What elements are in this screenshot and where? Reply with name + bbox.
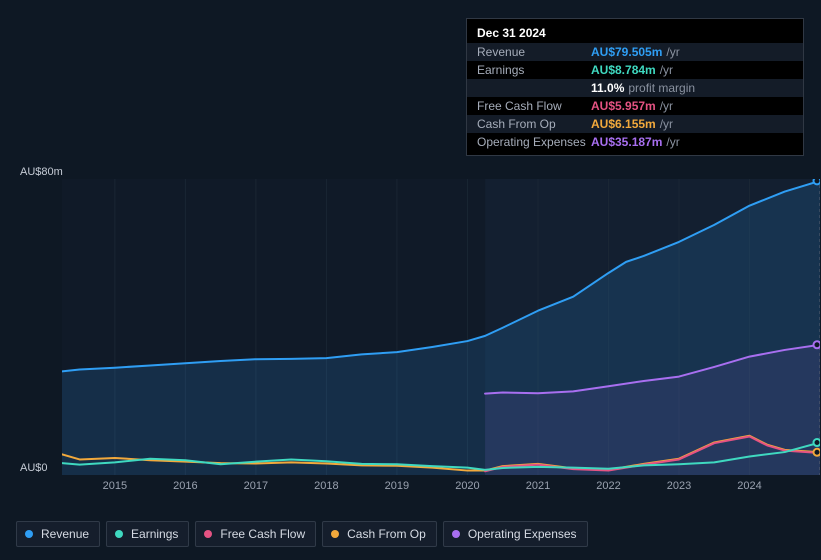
legend-dot-icon — [452, 530, 460, 538]
legend-label: Free Cash Flow — [220, 527, 305, 541]
tooltip-suffix: /yr — [666, 45, 679, 59]
tooltip-suffix: /yr — [660, 117, 673, 131]
tooltip-suffix: /yr — [666, 135, 679, 149]
tooltip-label: Operating Expenses — [477, 135, 591, 149]
tooltip-row: Free Cash FlowAU$5.957m/yr — [467, 97, 803, 115]
x-axis-label: 2019 — [385, 480, 409, 492]
chart-root: Dec 31 2024 RevenueAU$79.505m/yrEarnings… — [0, 0, 821, 560]
x-axis-label: 2018 — [314, 480, 338, 492]
tooltip-row: 11.0% profit margin — [467, 79, 803, 97]
chart-area: AU$80m AU$0 2015 2016 2017 2018 2019 2020 2021 2… — [16, 160, 806, 505]
x-axis-label: 2021 — [526, 480, 550, 492]
x-axis-label: 2015 — [103, 480, 127, 492]
legend-dot-icon — [25, 530, 33, 538]
legend-label: Operating Expenses — [468, 527, 577, 541]
tooltip-row: Operating ExpensesAU$35.187m/yr — [467, 133, 803, 151]
tooltip-label: Revenue — [477, 45, 591, 59]
x-axis-label: 2022 — [596, 480, 620, 492]
legend-dot-icon — [331, 530, 339, 538]
tooltip-value: AU$79.505m — [591, 45, 662, 59]
legend-dot-icon — [115, 530, 123, 538]
tooltip-suffix: /yr — [660, 63, 673, 77]
tooltip-suffix: /yr — [660, 99, 673, 113]
x-axis-label: 2017 — [244, 480, 268, 492]
tooltip-row: RevenueAU$79.505m/yr — [467, 43, 803, 61]
legend-label: Revenue — [41, 527, 89, 541]
legend: Revenue Earnings Free Cash Flow Cash From O… — [16, 521, 588, 547]
x-axis: 2015 2016 2017 2018 2019 2020 2021 2022 2023 2024 — [62, 480, 820, 494]
tooltip-value: AU$35.187m — [591, 135, 662, 149]
chart-svg — [62, 179, 820, 475]
data-tooltip: Dec 31 2024 RevenueAU$79.505m/yrEarnings… — [466, 18, 804, 156]
tooltip-row: Cash From OpAU$6.155m/yr — [467, 115, 803, 133]
tooltip-value: AU$6.155m — [591, 117, 656, 131]
tooltip-date: Dec 31 2024 — [467, 23, 803, 43]
x-axis-label: 2023 — [667, 480, 691, 492]
x-axis-label: 2016 — [173, 480, 197, 492]
x-axis-label: 2020 — [455, 480, 479, 492]
legend-item[interactable]: Cash From Op — [322, 521, 437, 547]
tooltip-row: EarningsAU$8.784m/yr — [467, 61, 803, 79]
legend-label: Cash From Op — [347, 527, 426, 541]
tooltip-value: AU$5.957m — [591, 99, 656, 113]
x-axis-label: 2024 — [737, 480, 761, 492]
tooltip-label: Free Cash Flow — [477, 99, 591, 113]
y-axis-label: AU$80m — [20, 166, 63, 178]
plot-area[interactable] — [62, 179, 820, 475]
legend-item[interactable]: Revenue — [16, 521, 100, 547]
legend-item[interactable]: Free Cash Flow — [195, 521, 316, 547]
tooltip-label: Earnings — [477, 63, 591, 77]
tooltip-suffix: profit margin — [628, 81, 695, 95]
tooltip-value: 11.0% — [591, 81, 624, 95]
legend-item[interactable]: Operating Expenses — [443, 521, 588, 547]
legend-label: Earnings — [131, 527, 178, 541]
legend-item[interactable]: Earnings — [106, 521, 189, 547]
tooltip-value: AU$8.784m — [591, 63, 656, 77]
legend-dot-icon — [204, 530, 212, 538]
y-axis-label: AU$0 — [20, 462, 48, 474]
tooltip-label: Cash From Op — [477, 117, 591, 131]
